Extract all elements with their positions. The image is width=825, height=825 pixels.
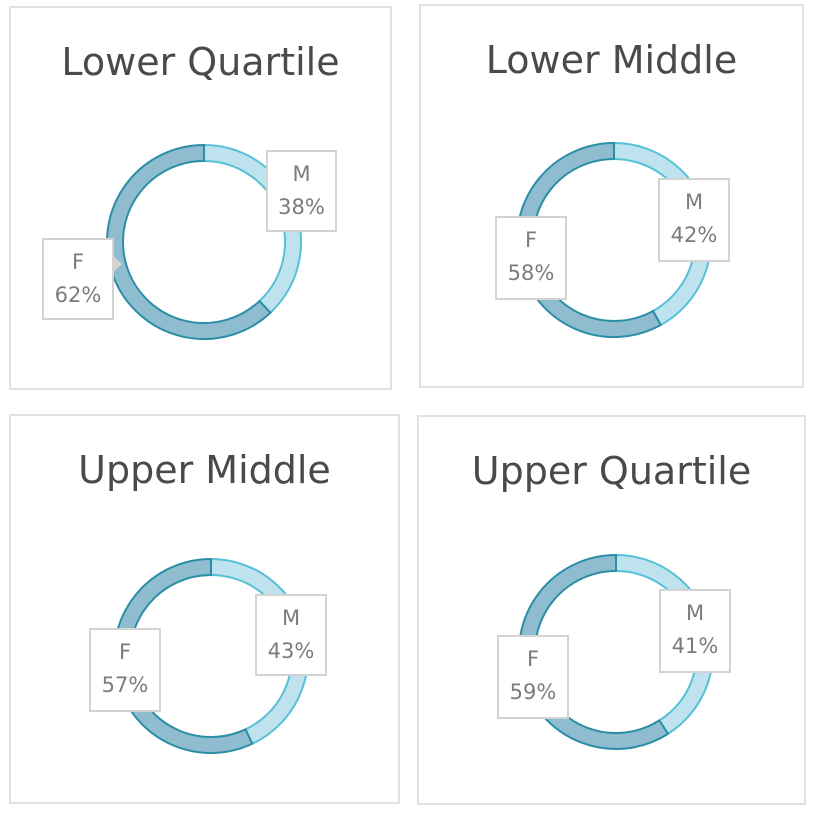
chart-title: Lower Middle xyxy=(485,38,738,82)
donut-chart xyxy=(518,553,714,750)
donut-slice-f xyxy=(106,143,272,340)
chart-title: Lower Quartile xyxy=(61,40,340,84)
value-label-m: 42% xyxy=(670,223,718,247)
chart-panel-lower-quartile: Lower Quartile M 38% F 62% xyxy=(9,6,392,390)
chart-panel-upper-middle: Upper Middle M 43% F 57% xyxy=(9,414,400,804)
data-label-m: M 38% xyxy=(266,150,337,232)
series-name-f: F xyxy=(524,228,538,252)
series-name-f: F xyxy=(71,250,85,274)
value-label-f: 59% xyxy=(509,680,557,704)
series-name-f: F xyxy=(526,647,540,671)
chart-panel-lower-middle: Lower Middle M 42% F 58% xyxy=(419,4,804,388)
donut-chart xyxy=(113,557,309,754)
chart-title: Upper Quartile xyxy=(471,449,752,493)
data-label-f: F 57% xyxy=(89,628,161,712)
data-label-m: M 41% xyxy=(659,589,731,673)
donut-chart xyxy=(516,141,712,338)
series-name-f: F xyxy=(118,640,132,664)
value-label-m: 41% xyxy=(671,634,719,658)
data-label-f: F 58% xyxy=(495,216,567,300)
chart-title: Upper Middle xyxy=(78,448,331,492)
label-pointer xyxy=(112,255,122,273)
value-label-f: 57% xyxy=(101,673,149,697)
value-label-f: 62% xyxy=(54,283,102,307)
data-label-f: F 62% xyxy=(42,238,114,320)
series-name-m: M xyxy=(685,601,705,625)
data-label-f: F 59% xyxy=(497,635,569,719)
series-name-m: M xyxy=(281,606,301,630)
donut-slice-f xyxy=(516,141,663,338)
value-label-m: 43% xyxy=(267,639,315,663)
chart-panel-upper-quartile: Upper Quartile M 41% F 59% xyxy=(417,415,806,805)
data-label-m: M 43% xyxy=(255,594,327,676)
donut-slice-f xyxy=(113,557,254,754)
data-label-m: M 42% xyxy=(658,178,730,262)
value-label-m: 38% xyxy=(278,195,325,219)
value-label-f: 58% xyxy=(507,261,555,285)
series-name-m: M xyxy=(684,190,704,214)
series-name-m: M xyxy=(292,162,311,186)
